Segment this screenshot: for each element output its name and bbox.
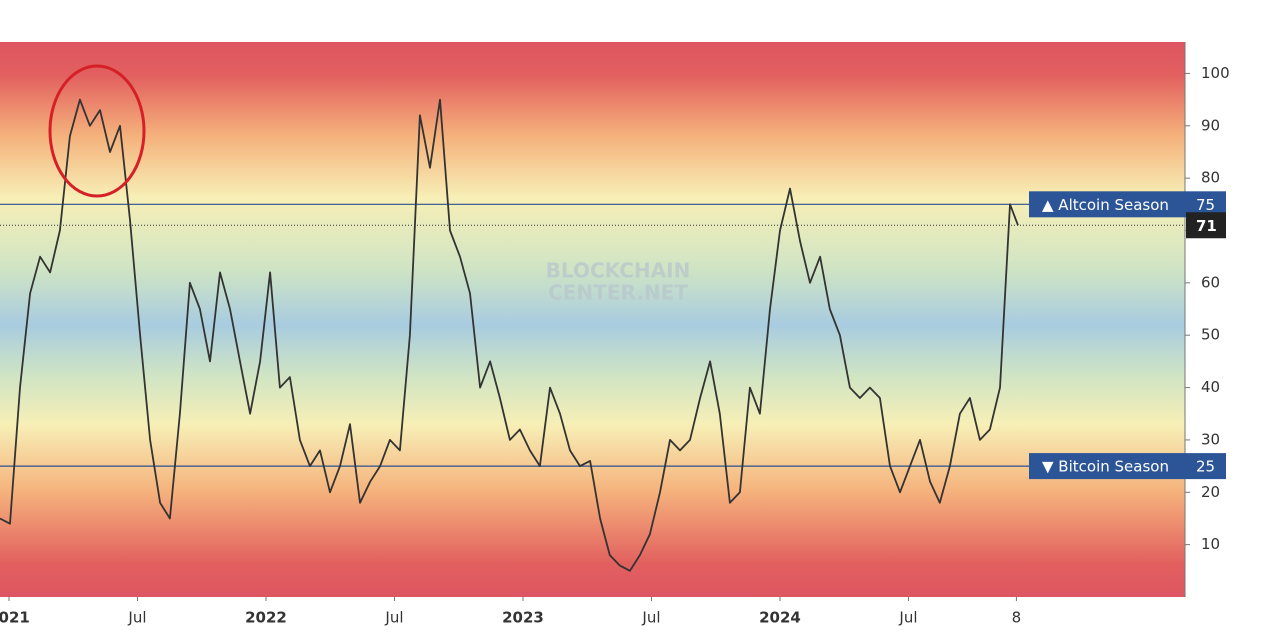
watermark: CENTER.NET <box>548 281 688 305</box>
threshold-box <box>1029 453 1226 480</box>
x-tick-label: 2022 <box>245 609 287 627</box>
y-tick-label: 90 <box>1201 116 1220 134</box>
highlight-circle <box>48 64 146 198</box>
y-tick-label: 40 <box>1201 378 1220 396</box>
last-value-box <box>1186 212 1226 239</box>
index-line <box>0 98 1019 572</box>
threshold-value: 25 <box>1196 458 1215 476</box>
y-tick-label: 20 <box>1201 483 1220 501</box>
watermark: BLOCKCHAIN <box>546 259 691 283</box>
x-tick-label: Jul <box>127 609 146 627</box>
y-tick-label: 50 <box>1201 326 1220 344</box>
x-tick-label: Jul <box>898 609 917 627</box>
threshold-label: ▼ Bitcoin Season <box>1042 458 1169 476</box>
y-tick-label: 60 <box>1201 273 1220 291</box>
y-tick-label: 80 <box>1201 169 1220 187</box>
threshold-value: 75 <box>1196 196 1215 214</box>
threshold-label: ▲ Altcoin Season <box>1042 196 1169 214</box>
y-tick-label: 100 <box>1201 64 1230 82</box>
plot-background <box>0 42 1185 597</box>
y-tick-label: 10 <box>1201 535 1220 553</box>
x-tick-label: Jul <box>384 609 403 627</box>
layer <box>0 98 1185 572</box>
y-tick-label: 30 <box>1201 430 1220 448</box>
x-tick-label: 2024 <box>759 609 801 627</box>
x-tick-label: 2021 <box>0 609 30 627</box>
x-tick-label: 8 <box>1012 609 1022 627</box>
x-tick-label: 2023 <box>502 609 544 627</box>
last-value-label: 71 <box>1196 217 1217 235</box>
x-tick-label: Jul <box>641 609 660 627</box>
